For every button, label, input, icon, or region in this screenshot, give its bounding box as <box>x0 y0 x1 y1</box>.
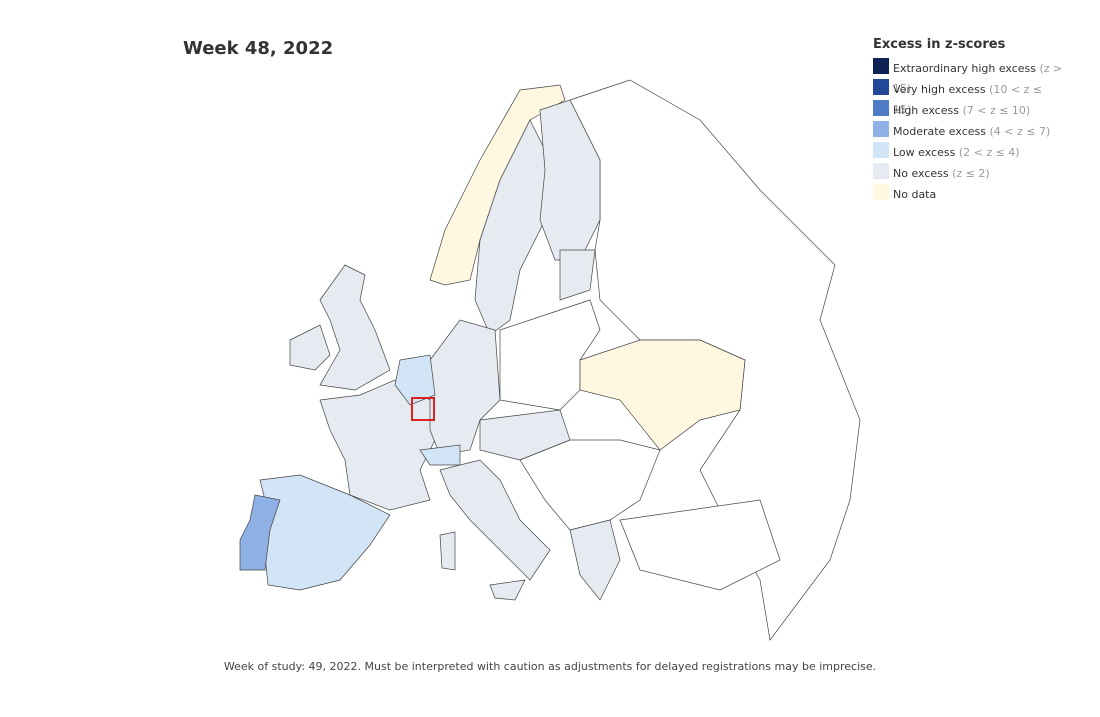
turkey <box>619 499 781 591</box>
legend-label: Moderate excess <box>893 125 986 138</box>
legend-label: Extraordinary high excess <box>893 62 1037 75</box>
legend-swatch <box>873 184 889 200</box>
sardinia <box>439 531 456 571</box>
legend-range: (z > 15) <box>893 62 1063 95</box>
balkans <box>519 439 661 531</box>
footer-note: Week of study: 49, 2022. Must be interpr… <box>223 660 877 673</box>
ukraine <box>579 339 746 451</box>
uk <box>319 264 391 391</box>
legend-text: Low excess (2 < z ≤ 4) <box>893 143 1063 163</box>
legend-swatch <box>873 121 889 137</box>
legend-item: Moderate excess (4 < z ≤ 7) <box>873 121 1073 142</box>
greece <box>569 519 621 601</box>
benelux <box>394 354 436 406</box>
legend-item: High excess (7 < z ≤ 10) <box>873 100 1073 121</box>
legend-item: No data <box>873 184 1073 205</box>
legend-label: Low excess <box>893 146 956 159</box>
ireland <box>289 324 331 371</box>
legend-swatch <box>873 100 889 116</box>
legend-range: (7 < z ≤ 10) <box>962 104 1031 117</box>
map-title: Week 48, 2022 <box>183 38 334 59</box>
legend-item: Very high excess (10 < z ≤ 15) <box>873 79 1073 116</box>
portugal <box>239 494 281 571</box>
legend-label: No excess <box>893 167 949 180</box>
poland-region <box>499 299 601 411</box>
legend-swatch <box>873 142 889 158</box>
sicily <box>489 579 526 601</box>
legend-swatch <box>873 163 889 179</box>
legend-label: No data <box>893 188 937 201</box>
highlight <box>411 397 435 421</box>
legend-range: (z ≤ 2) <box>952 167 990 180</box>
legend-items: Extraordinary high excess (z > 15) Very h… <box>873 58 1073 205</box>
legend-range: (4 < z ≤ 7) <box>989 125 1051 138</box>
legend-label: Very high excess <box>893 83 986 96</box>
legend-range: (2 < z ≤ 4) <box>958 146 1020 159</box>
baltics <box>559 249 596 301</box>
legend-title: Excess in z-scores <box>873 37 1006 52</box>
legend-item: Low excess (2 < z ≤ 4) <box>873 142 1073 163</box>
legend-text: High excess (7 < z ≤ 10) <box>893 101 1063 121</box>
legend-text: No data <box>893 185 1063 205</box>
france <box>319 379 441 511</box>
legend-text: Very high excess (10 < z ≤ 15) <box>893 80 1063 120</box>
legend-swatch <box>873 79 889 95</box>
legend-range: (10 < z ≤ 15) <box>893 83 1043 116</box>
legend-text: No excess (z ≤ 2) <box>893 164 1063 184</box>
legend: Excess in z-scores Extraordinary high ex… <box>873 37 1073 205</box>
legend-item: Extraordinary high excess (z > 15) <box>873 58 1073 95</box>
legend-item: No excess (z ≤ 2) <box>873 163 1073 184</box>
legend-label: High excess <box>893 104 959 117</box>
legend-text: Extraordinary high excess (z > 15) <box>893 59 1063 99</box>
italy <box>439 459 551 581</box>
legend-text: Moderate excess (4 < z ≤ 7) <box>893 122 1063 142</box>
legend-swatch <box>873 58 889 74</box>
